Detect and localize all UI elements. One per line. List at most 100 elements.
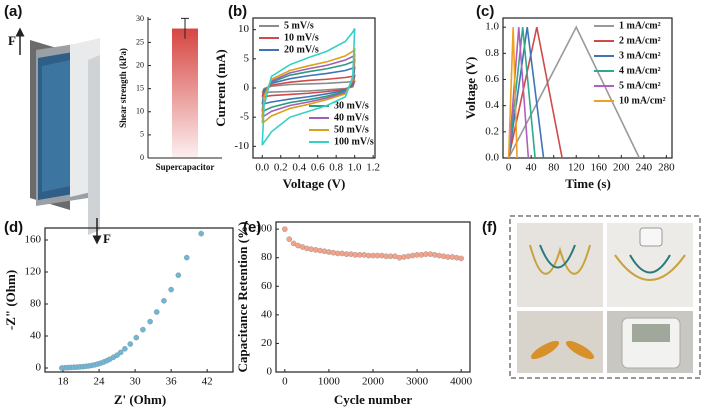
legend-label: 5 mA/cm² xyxy=(619,80,661,91)
plot-frame xyxy=(44,227,234,373)
y-tick-label: 0.8 xyxy=(485,47,499,59)
x-axis-title: Z' (Ohm) xyxy=(114,392,166,407)
panel-label: (d) xyxy=(4,219,23,236)
data-point xyxy=(117,349,124,356)
legend-label: 100 mV/s xyxy=(334,136,374,147)
force-label: F xyxy=(8,33,16,48)
series-line xyxy=(261,74,356,98)
x-axis-title: Voltage (V) xyxy=(283,176,346,191)
x-tick-label: 1000 xyxy=(318,376,341,388)
x-tick-label: 0 xyxy=(506,162,512,174)
y-tick-label: 0.4 xyxy=(485,99,499,111)
data-point xyxy=(161,297,167,304)
x-tick-label: 1.0 xyxy=(348,162,362,174)
y-tick-label: 0 xyxy=(267,366,273,378)
x-tick-label: 42 xyxy=(202,376,213,388)
data-point xyxy=(133,334,140,341)
x-tick-label: 3000 xyxy=(406,376,429,388)
y-tick-label: 15 xyxy=(136,83,144,92)
x-tick-label: Supercapacitor xyxy=(156,162,215,172)
y-tick-label: 40 xyxy=(261,308,273,320)
legend-label: 50 mV/s xyxy=(334,124,369,135)
panel-label: (c) xyxy=(476,3,494,20)
panel-label: (f) xyxy=(482,219,497,236)
y-axis-title: Capacitance Retention (%) xyxy=(235,222,250,373)
data-point xyxy=(458,255,464,262)
x-tick-label: 280 xyxy=(658,162,675,174)
panel-label: (a) xyxy=(4,3,22,20)
y-axis-title: Current (mA) xyxy=(213,49,228,126)
y-tick-label: -5 xyxy=(240,111,250,123)
x-tick-label: 24 xyxy=(94,376,106,388)
x-tick-label: 0.6 xyxy=(311,162,325,174)
x-tick-label: 0 xyxy=(282,376,288,388)
error-bar xyxy=(181,17,189,39)
data-point xyxy=(140,326,146,333)
y-tick-label: 40 xyxy=(30,330,42,342)
x-tick-label: 200 xyxy=(613,162,630,174)
data-point xyxy=(198,230,204,237)
x-tick-label: 0.0 xyxy=(255,162,269,174)
data-point xyxy=(175,272,182,279)
y-tick-label: 5 xyxy=(244,52,250,64)
x-tick-label: 40 xyxy=(526,162,538,174)
data-point xyxy=(290,240,297,247)
y-tick-label: 0 xyxy=(140,153,144,162)
data-point xyxy=(282,226,288,232)
y-tick-label: 5 xyxy=(140,130,144,139)
series-line xyxy=(261,47,356,124)
legend-label: 10 mA/cm² xyxy=(619,95,666,106)
y-tick-label: 80 xyxy=(261,251,273,263)
x-tick-label: 0.8 xyxy=(329,162,343,174)
x-axis-title: Cycle number xyxy=(334,392,413,407)
legend-label: 3 mA/cm² xyxy=(619,50,661,61)
series-line xyxy=(507,27,518,159)
x-tick-label: 240 xyxy=(636,162,653,174)
y-axis-title: -Z" (Ohm) xyxy=(3,270,18,330)
panel-label: (e) xyxy=(243,219,261,236)
plot-frame xyxy=(275,221,471,373)
x-tick-label: 120 xyxy=(568,162,585,174)
y-tick-label: 0.6 xyxy=(485,73,499,85)
data-point xyxy=(153,309,160,315)
y-tick-label: 10 xyxy=(136,107,144,116)
y-tick-label: 0 xyxy=(36,362,42,374)
plot-frame xyxy=(502,17,673,159)
x-axis-title: Time (s) xyxy=(565,176,611,191)
y-tick-label: 25 xyxy=(136,37,144,46)
legend-label: 10 mV/s xyxy=(284,32,319,43)
y-axis-title: Shear strength (kPa) xyxy=(118,48,128,128)
x-tick-label: 2000 xyxy=(362,376,385,388)
legend-label: 30 mV/s xyxy=(334,100,369,111)
y-tick-label: 100 xyxy=(256,223,273,235)
series-line xyxy=(507,26,563,159)
x-tick-label: 80 xyxy=(548,162,560,174)
x-tick-label: 4000 xyxy=(450,376,473,388)
panel-label: (b) xyxy=(228,3,247,20)
y-tick-label: 0 xyxy=(244,82,250,94)
bar xyxy=(172,28,198,159)
device-illustration xyxy=(15,27,102,245)
legend-label: 40 mV/s xyxy=(334,112,369,123)
y-tick-label: 20 xyxy=(136,60,144,69)
series-line xyxy=(507,27,536,159)
x-tick-label: 18 xyxy=(58,376,70,388)
legend-label: 2 mA/cm² xyxy=(619,35,661,46)
photo-panel xyxy=(509,215,701,379)
data-point xyxy=(147,318,153,325)
x-tick-label: 160 xyxy=(591,162,608,174)
legend-label: 1 mA/cm² xyxy=(619,20,661,31)
legend-label: 20 mV/s xyxy=(284,44,319,55)
data-point xyxy=(168,286,174,293)
x-tick-label: 36 xyxy=(166,376,178,388)
series-line xyxy=(507,27,545,159)
y-tick-label: 30 xyxy=(136,14,144,23)
x-tick-label: 0.2 xyxy=(274,162,288,174)
y-tick-label: 160 xyxy=(25,234,42,246)
series-line xyxy=(261,28,356,146)
y-tick-label: -10 xyxy=(234,140,249,152)
y-tick-label: 10 xyxy=(238,23,250,35)
y-tick-label: 1.0 xyxy=(485,21,499,33)
force-label: F xyxy=(103,231,111,246)
